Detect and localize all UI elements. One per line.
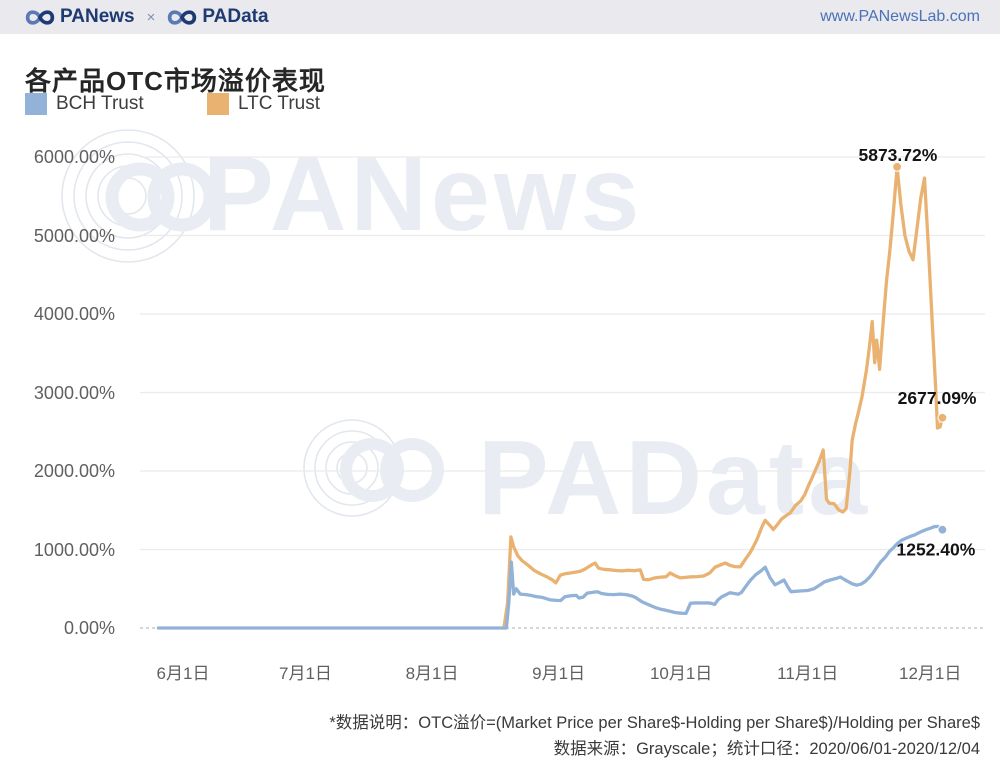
value-annotation: 2677.09% bbox=[898, 388, 977, 408]
data-note: *数据说明：OTC溢价=(Market Price per Share$-Hol… bbox=[329, 714, 980, 732]
source-note: 数据来源：Grayscale；统计口径：2020/06/01-2020/12/0… bbox=[553, 740, 980, 758]
panews-watermark-knot bbox=[105, 162, 217, 232]
padata-watermark-text: PAData bbox=[478, 419, 871, 537]
y-axis-label: 6000.00% bbox=[33, 147, 115, 167]
legend: BCH Trust LTC Trust bbox=[0, 93, 1000, 119]
panews-logo-icon bbox=[25, 9, 55, 25]
y-axis-label: 2000.00% bbox=[33, 461, 115, 481]
data-point-marker-bch-trust bbox=[937, 524, 948, 535]
logo-group: PANews × PAData bbox=[25, 6, 269, 28]
padata-watermark-knot bbox=[340, 438, 444, 502]
annotation-layer: 5873.72% 2677.09% 1252.40% bbox=[858, 145, 976, 560]
footer-notes: *数据说明：OTC溢价=(Market Price per Share$-Hol… bbox=[329, 710, 980, 762]
padata-logo-icon bbox=[168, 9, 197, 25]
y-axis-label: 4000.00% bbox=[33, 304, 115, 324]
x-axis-label: 11月1日 bbox=[777, 664, 839, 683]
y-axis-label: 1000.00% bbox=[33, 539, 115, 560]
bch-legend-swatch bbox=[25, 93, 47, 115]
logo-separator: × bbox=[146, 8, 156, 26]
padata-logo[interactable]: PAData bbox=[167, 6, 269, 28]
value-annotation: 5873.72% bbox=[858, 145, 937, 165]
x-axis-label: 9月1日 bbox=[532, 664, 586, 683]
ltc-legend-label: LTC Trust bbox=[238, 93, 320, 114]
site-url[interactable]: www.PANewsLab.com bbox=[820, 8, 980, 25]
padata-logo-text: PAData bbox=[202, 6, 269, 27]
series-line-ltc-trust bbox=[502, 165, 945, 630]
legend-item-bch: BCH Trust bbox=[25, 93, 144, 115]
x-axis-label: 7月1日 bbox=[279, 664, 332, 683]
x-axis-label: 10月1日 bbox=[649, 664, 713, 683]
data-point-marker-ltc-trust bbox=[937, 412, 948, 423]
legend-item-ltc: LTC Trust bbox=[207, 93, 320, 115]
topbar: PANews × PAData www.PANewsLab.com bbox=[0, 0, 1000, 34]
series-line-bch-trust bbox=[156, 524, 945, 630]
watermark-layer: PANews PAData bbox=[61, 129, 871, 537]
gridline-layer bbox=[140, 156, 985, 629]
chart-title: 各产品OTC市场溢价表现 bbox=[25, 66, 326, 97]
x-axis-label: 6月1日 bbox=[156, 664, 210, 683]
panews-logo[interactable]: PANews bbox=[25, 6, 135, 28]
y-axis-label: 3000.00% bbox=[33, 382, 115, 403]
series-layer bbox=[156, 162, 948, 630]
x-axis-label: 12月1日 bbox=[899, 664, 962, 683]
y-axis-label: 0.00% bbox=[63, 618, 115, 638]
panews-watermark-text: PANews bbox=[203, 135, 643, 253]
data-point-marker-ltc-trust bbox=[892, 162, 902, 172]
bch-legend-label: BCH Trust bbox=[56, 93, 144, 114]
ltc-legend-swatch bbox=[207, 93, 229, 115]
x-axis-label: 8月1日 bbox=[405, 664, 459, 683]
value-annotation: 1252.40% bbox=[896, 540, 975, 560]
y-axis-label: 5000.00% bbox=[33, 225, 115, 246]
panews-logo-text: PANews bbox=[60, 6, 135, 27]
